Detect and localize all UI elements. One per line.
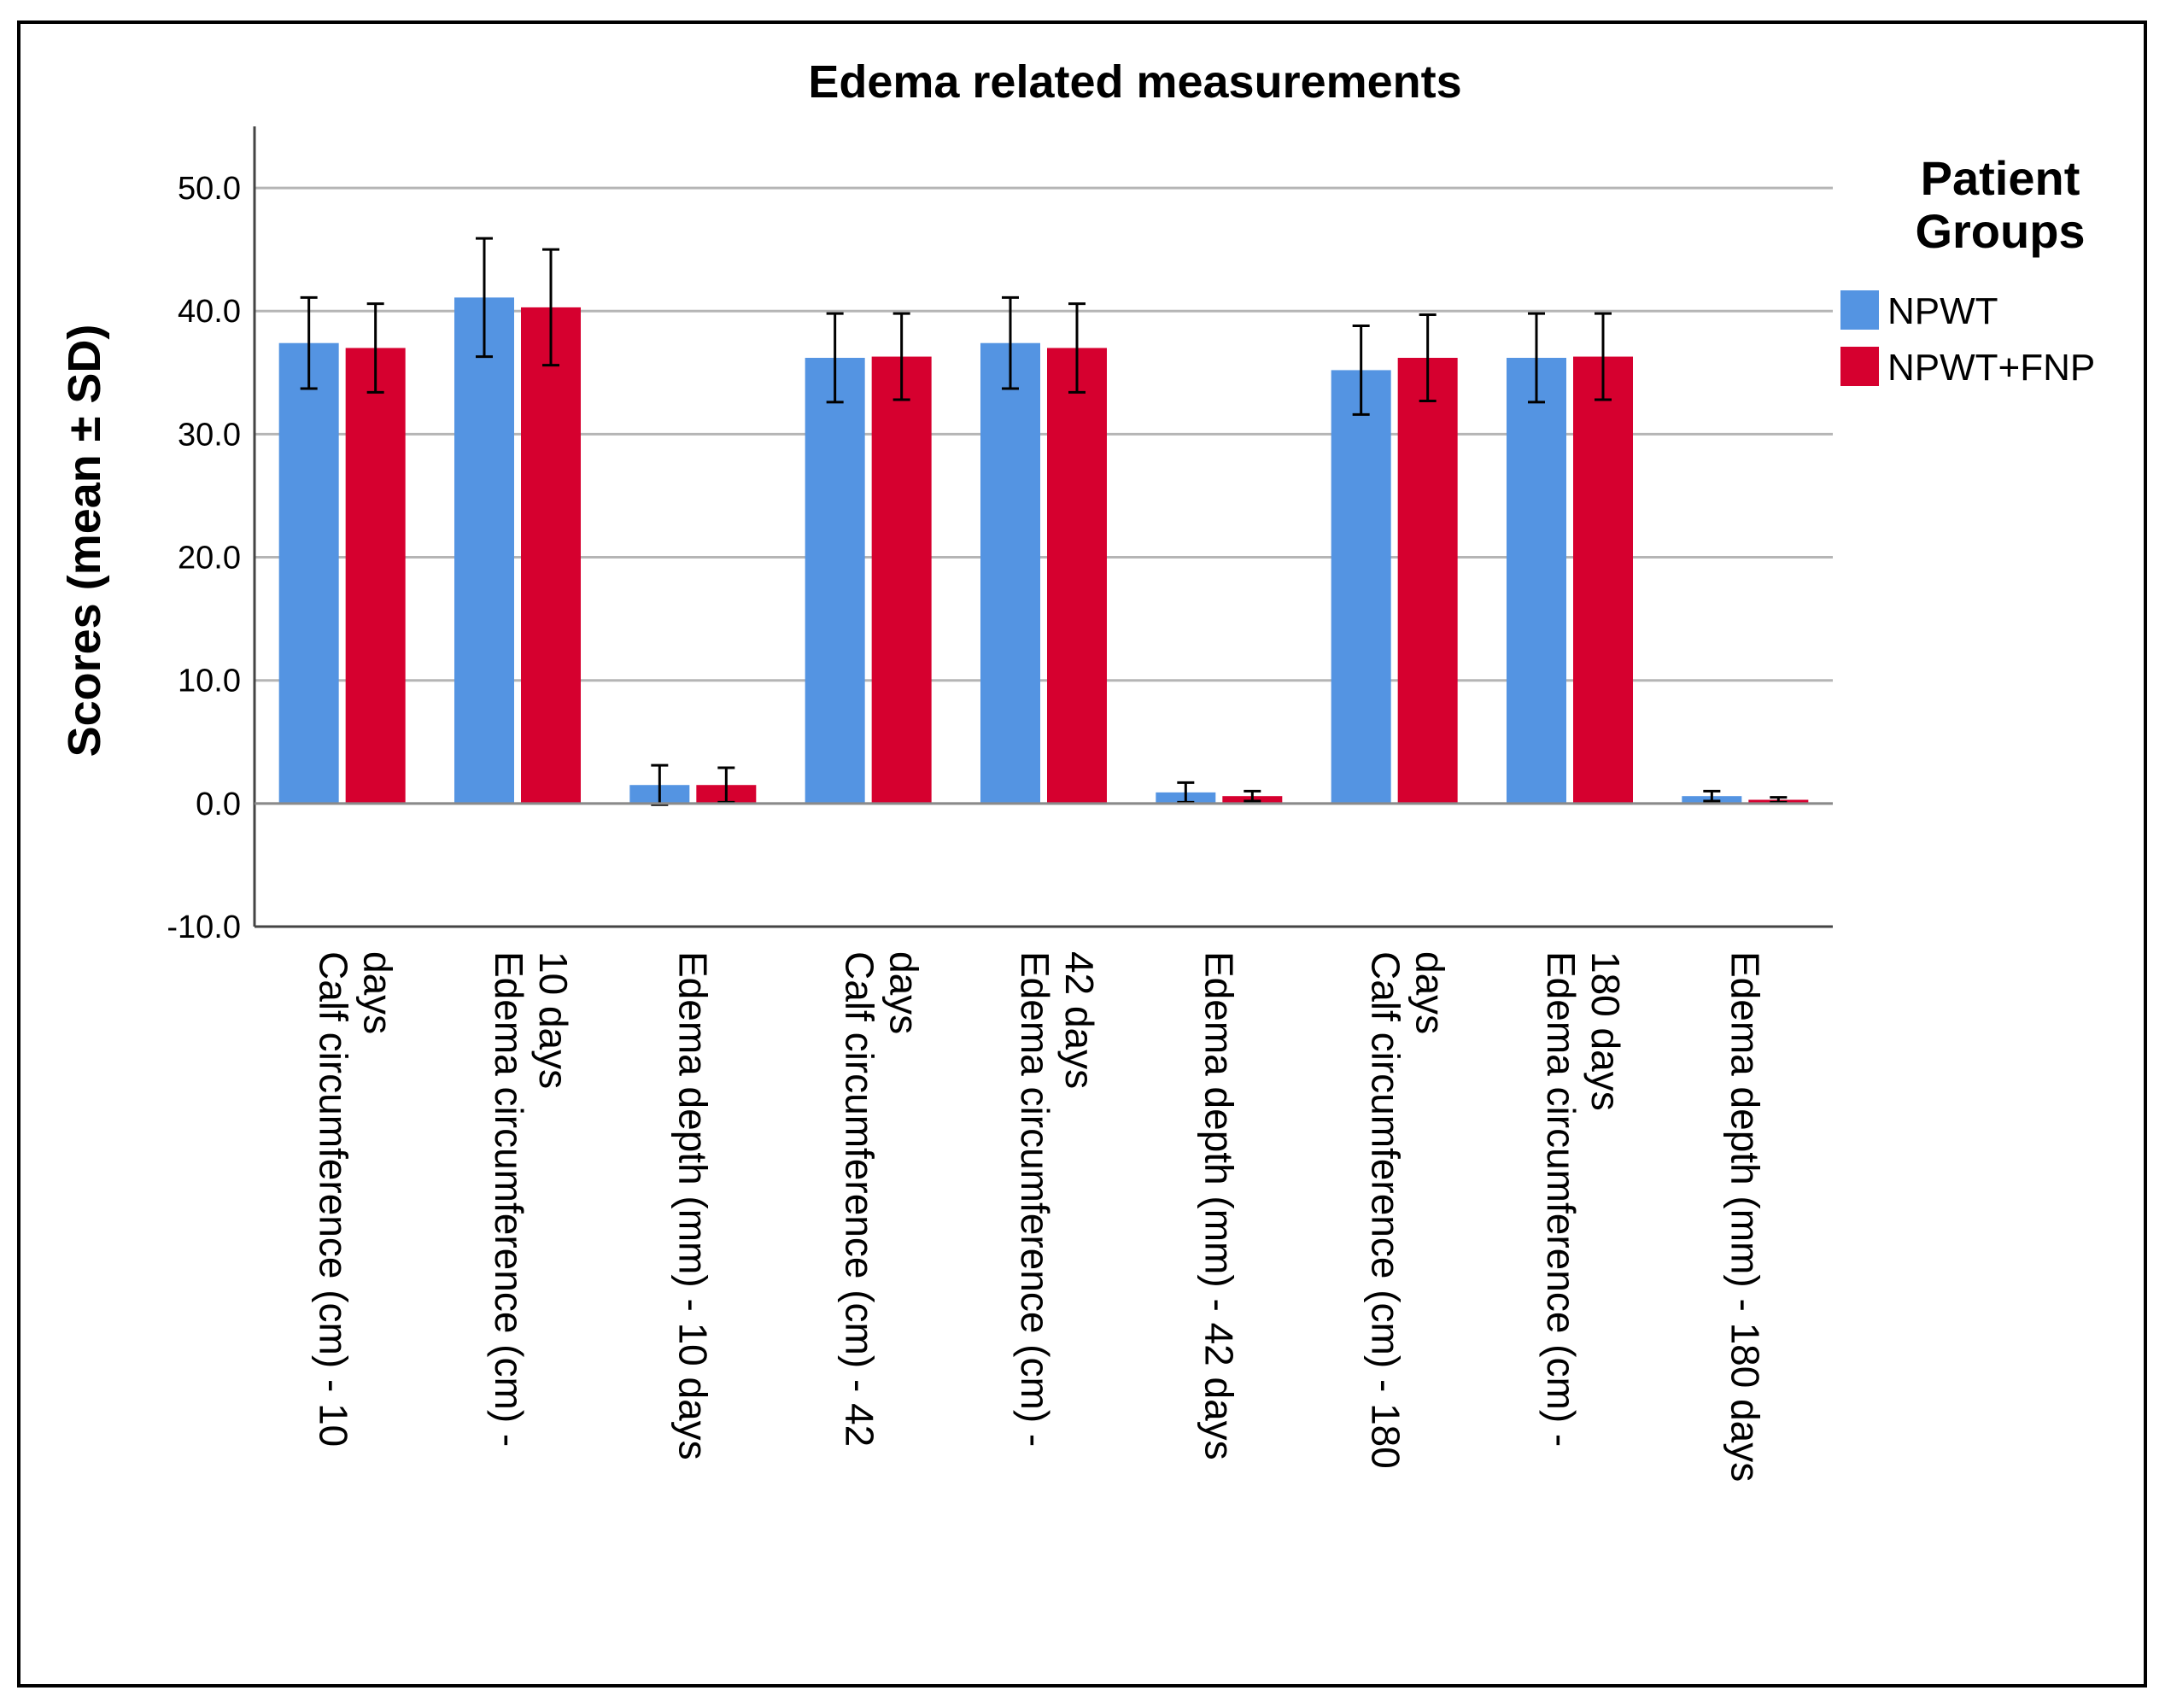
- y-tick-label: 20.0: [178, 541, 241, 576]
- bar-npwt-fnp: [1047, 348, 1107, 804]
- y-tick-labels: 50.0 40.0 30.0 20.0 10.0 0.0 -10.0: [167, 171, 241, 945]
- error-bars: [300, 237, 1788, 806]
- chart-figure: Edema related measurements 50.0 40.0 30.0 2…: [17, 20, 2147, 1688]
- x-category-label: Calf circumference (cm) - 42days: [838, 951, 927, 1447]
- chart-title: Edema related measurements: [808, 56, 1461, 108]
- bar-npwt: [980, 342, 1040, 804]
- x-category-label: Edema depth (mm) - 10 days: [670, 951, 715, 1460]
- bar-series: [278, 297, 1809, 804]
- bar-npwt: [805, 358, 865, 804]
- x-category-label-line: days: [882, 951, 927, 1034]
- x-category-labels: Calf circumference (cm) - 10days Edema ci…: [312, 951, 1768, 1482]
- x-category-label-line: Edema depth (mm) - 42 days: [1197, 951, 1241, 1460]
- bar-npwt: [1331, 370, 1391, 804]
- bar-npwt: [1507, 358, 1566, 804]
- x-category-label-line: Calf circumference (cm) - 10: [312, 951, 356, 1447]
- legend-label: NPWT: [1887, 290, 1998, 332]
- x-category-label-line: Calf circumference (cm) - 180: [1364, 951, 1408, 1469]
- y-tick-label: 50.0: [178, 171, 241, 207]
- x-category-label-line: Edema depth (mm) - 180 days: [1723, 951, 1767, 1482]
- bar-npwt-fnp: [1397, 358, 1458, 804]
- axes: [253, 126, 1833, 928]
- x-category-label-line: Edema circumference (cm) -: [1013, 951, 1057, 1447]
- x-category-label-line: Calf circumference (cm) - 42: [838, 951, 882, 1447]
- x-category-label-line: Edema circumference (cm) -: [487, 951, 531, 1447]
- y-tick-label: 30.0: [178, 417, 241, 453]
- x-category-label-line: Edema depth (mm) - 10 days: [670, 951, 715, 1460]
- x-category-label: Edema depth (mm) - 42 days: [1197, 951, 1241, 1460]
- x-category-label-line: days: [1408, 951, 1453, 1034]
- legend-swatch: [1840, 347, 1879, 386]
- bar-npwt: [278, 342, 339, 804]
- bar-chart: Edema related measurements 50.0 40.0 30.0 2…: [59, 56, 2095, 1482]
- legend-label: NPWT+FNP: [1887, 347, 2095, 389]
- bar-npwt: [454, 297, 514, 804]
- bar-npwt-fnp: [1573, 356, 1633, 804]
- y-tick-label: 10.0: [178, 664, 241, 699]
- bar-npwt-fnp: [521, 307, 581, 804]
- bar-npwt-fnp: [871, 356, 932, 804]
- legend-title: Groups: [1915, 204, 2085, 258]
- x-category-label-line: 10 days: [531, 951, 576, 1089]
- x-category-label-line: 42 days: [1057, 951, 1102, 1089]
- x-category-label-line: 180 days: [1583, 951, 1628, 1111]
- y-tick-label: -10.0: [167, 910, 241, 945]
- legend-swatch: [1840, 290, 1879, 330]
- x-category-label: Edema circumference (cm) -180 days: [1539, 951, 1628, 1447]
- x-category-label: Edema circumference (cm) -42 days: [1013, 951, 1102, 1447]
- y-tick-label: 40.0: [178, 294, 241, 330]
- x-category-label: Calf circumference (cm) - 10days: [312, 951, 401, 1447]
- x-category-label: Calf circumference (cm) - 180days: [1364, 951, 1453, 1469]
- x-category-label-line: Edema circumference (cm) -: [1539, 951, 1583, 1447]
- y-axis-label: Scores (mean ± SD): [59, 325, 110, 757]
- x-category-label: Edema depth (mm) - 180 days: [1723, 951, 1767, 1482]
- y-tick-label: 0.0: [196, 787, 241, 822]
- legend-title: Patient: [1921, 151, 2080, 205]
- bar-npwt-fnp: [345, 348, 406, 804]
- x-category-label: Edema circumference (cm) -10 days: [487, 951, 576, 1447]
- x-category-label-line: days: [356, 951, 401, 1034]
